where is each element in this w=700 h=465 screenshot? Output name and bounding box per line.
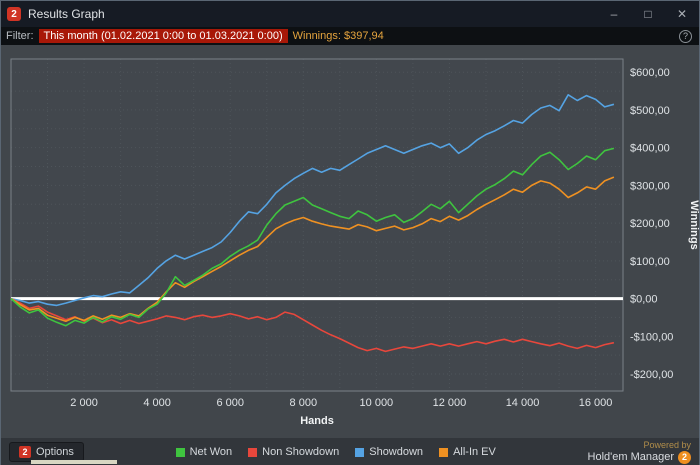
window-controls: – □ ✕: [597, 1, 699, 27]
x-tick-label: 8 000: [290, 397, 318, 409]
powered-by-text: Powered by: [643, 440, 691, 451]
legend-swatch-icon: [355, 447, 365, 457]
series-line-showdown: [10, 93, 615, 307]
series-line-non-showdown: [10, 297, 615, 353]
chart-legend: Net Won Non Showdown Showdown All-In EV: [84, 446, 588, 458]
y-tick-label: -$200,00: [630, 369, 673, 381]
brand-name: Hold'em Manager: [587, 450, 674, 463]
legend-swatch-icon: [175, 447, 185, 457]
powered-by-block: Powered by Hold'em Manager 2: [587, 440, 691, 464]
minimize-button[interactable]: –: [610, 7, 618, 21]
y-tick-label: -$100,00: [630, 331, 673, 343]
x-tick-label: 16 000: [579, 397, 613, 409]
grid: [11, 59, 623, 391]
legend-label: All-In EV: [453, 446, 496, 458]
filter-bar: Filter: This month (01.02.2021 0:00 to 0…: [1, 27, 699, 45]
options-label: Options: [36, 446, 74, 458]
y-axis-title: Winnings: [688, 200, 699, 249]
series-line-net-won: [10, 147, 615, 327]
x-axis-title: Hands: [300, 415, 334, 427]
legend-label: Net Won: [189, 446, 233, 458]
legend-swatch-icon: [248, 447, 258, 457]
y-tick-label: $600,00: [630, 67, 670, 79]
help-icon[interactable]: ?: [679, 29, 692, 43]
app-logo-icon: 2: [7, 7, 21, 21]
chart-area: $600,00 $500,00 $400,00 $300,00 $200,00 $100,…: [1, 45, 700, 438]
plot-background: [11, 59, 623, 391]
legend-swatch-icon: [439, 447, 449, 457]
results-chart: $600,00 $500,00 $400,00 $300,00 $200,00 $100,…: [10, 58, 700, 427]
close-button[interactable]: ✕: [676, 7, 688, 21]
y-tick-label: $0,00: [630, 294, 658, 306]
bottom-bar: 2 Options Net Won Non Showdown Showdown All…: [1, 438, 699, 465]
x-tick-label: 10 000: [360, 397, 394, 409]
y-tick-label: $200,00: [630, 218, 670, 230]
legend-label: Non Showdown: [262, 446, 340, 458]
winnings-value: $397,94: [343, 30, 384, 42]
y-tick-label: $100,00: [630, 256, 670, 268]
x-tick-label: 4 000: [143, 397, 171, 409]
legend-label: Showdown: [369, 446, 424, 458]
taskbar-fragment: [31, 460, 117, 464]
hm-logo-icon: 2: [19, 446, 31, 458]
legend-item-net-won: Net Won: [175, 446, 233, 458]
winnings-label: Winnings:: [292, 30, 341, 42]
plot-border: [10, 58, 624, 392]
x-tick-label: 2 000: [70, 397, 98, 409]
x-tick-label: 12 000: [433, 397, 467, 409]
window-title: Results Graph: [28, 7, 105, 21]
x-tick-label: 6 000: [216, 397, 244, 409]
winnings-summary: Winnings: $397,94: [293, 30, 384, 42]
series-line-all-in-ev: [10, 176, 615, 323]
hm2-badge-icon: 2: [678, 450, 691, 464]
filter-range-chip[interactable]: This month (01.02.2021 0:00 to 01.03.202…: [38, 29, 288, 43]
y-tick-label: $500,00: [630, 105, 670, 117]
x-tick-label: 14 000: [506, 397, 540, 409]
options-button[interactable]: 2 Options: [9, 442, 84, 462]
y-tick-label: $300,00: [630, 180, 670, 192]
legend-item-showdown: Showdown: [355, 446, 423, 458]
filter-label: Filter:: [6, 30, 34, 42]
legend-item-non-showdown: Non Showdown: [248, 446, 339, 458]
maximize-button[interactable]: □: [644, 7, 652, 21]
legend-item-all-in-ev: All-In EV: [439, 446, 496, 458]
titlebar: 2 Results Graph – □ ✕: [1, 1, 699, 27]
y-tick-label: $400,00: [630, 143, 670, 155]
